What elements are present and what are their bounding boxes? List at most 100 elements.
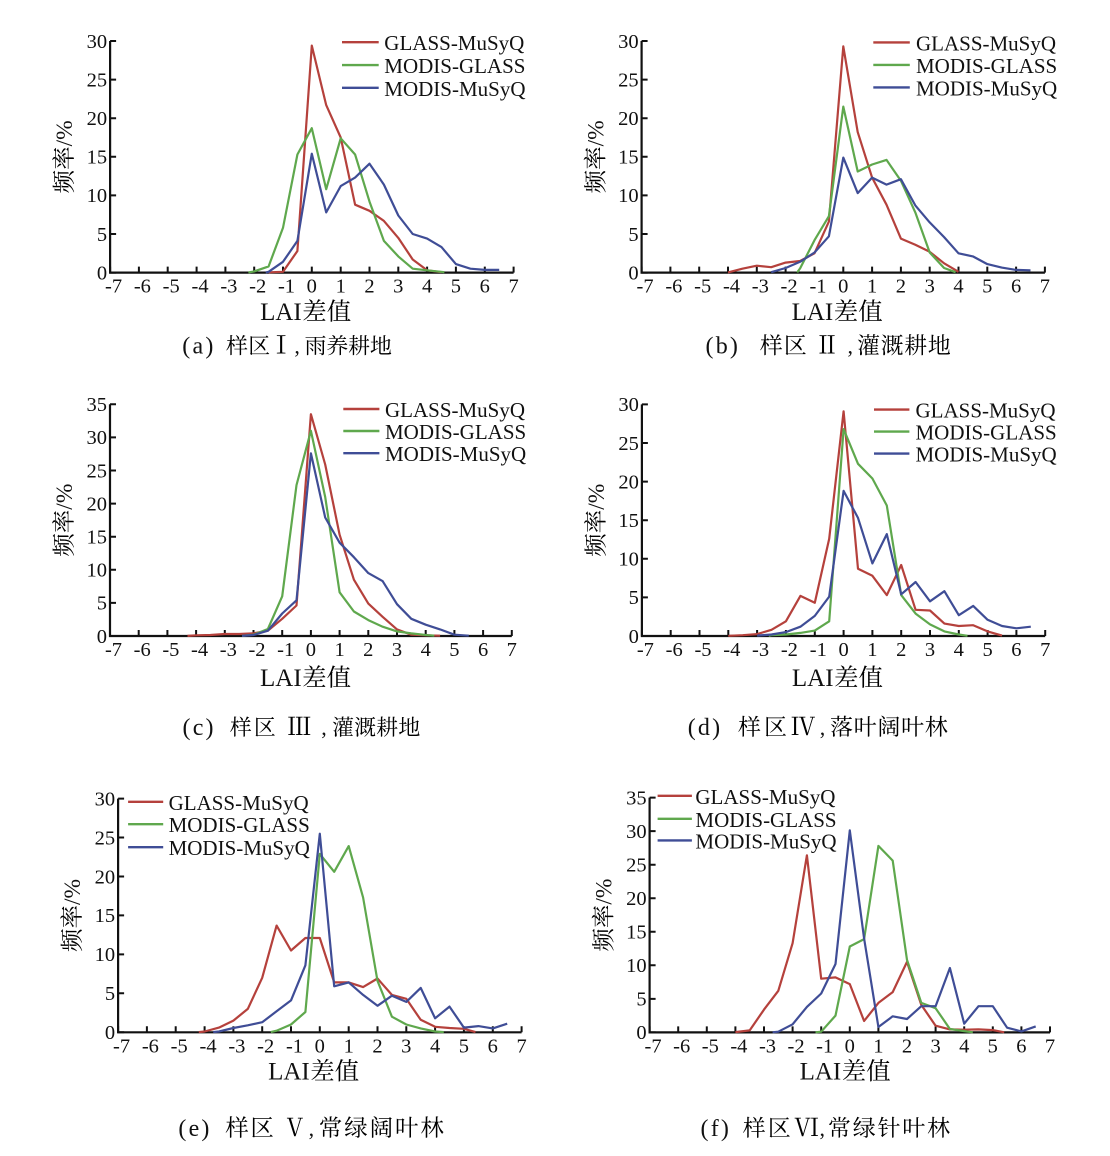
svg-text:0: 0 (636, 1022, 646, 1044)
svg-text:0: 0 (838, 276, 848, 298)
svg-text:35: 35 (87, 394, 108, 416)
svg-text:20: 20 (618, 108, 639, 130)
svg-text:MODIS-MuSyQ: MODIS-MuSyQ (169, 836, 310, 860)
svg-text:-4: -4 (723, 639, 740, 661)
svg-text:3: 3 (393, 276, 403, 298)
svg-text:20: 20 (87, 108, 108, 130)
svg-text:-5: -5 (694, 639, 711, 661)
svg-text:-2: -2 (249, 276, 266, 298)
svg-text:7: 7 (507, 639, 517, 661)
svg-text:-6: -6 (134, 276, 151, 298)
svg-text:3: 3 (401, 1035, 411, 1057)
svg-text:2: 2 (896, 276, 906, 298)
svg-text:0: 0 (838, 639, 848, 661)
svg-text:2: 2 (902, 1035, 912, 1057)
svg-text:0: 0 (306, 639, 316, 661)
svg-text:MODIS-GLASS: MODIS-GLASS (695, 808, 836, 832)
svg-text:(a): (a) (182, 334, 215, 360)
svg-text:GLASS-MuSyQ: GLASS-MuSyQ (385, 398, 525, 422)
svg-text:MODIS-MuSyQ: MODIS-MuSyQ (916, 443, 1057, 467)
svg-text:,: , (309, 1116, 315, 1141)
svg-text:(b): (b) (706, 334, 741, 360)
svg-text:-4: -4 (730, 1035, 747, 1057)
svg-text:-7: -7 (645, 1035, 662, 1057)
svg-text:-1: -1 (810, 639, 827, 661)
svg-text:LAI: LAI (260, 665, 302, 692)
svg-text:10: 10 (87, 560, 108, 582)
svg-text:5: 5 (988, 1035, 998, 1057)
svg-text:20: 20 (95, 866, 116, 888)
svg-text:LAI: LAI (792, 299, 834, 326)
svg-text:5: 5 (97, 593, 107, 615)
svg-text:7: 7 (516, 1035, 526, 1057)
svg-text:25: 25 (618, 69, 639, 91)
svg-text:0: 0 (97, 626, 107, 648)
svg-text:15: 15 (87, 147, 108, 169)
svg-text:LAI: LAI (800, 1059, 842, 1086)
svg-text:-4: -4 (200, 1035, 217, 1057)
svg-text:-5: -5 (163, 276, 180, 298)
svg-text:(f): (f) (701, 1116, 732, 1142)
svg-text:0: 0 (629, 626, 639, 648)
svg-text:6: 6 (1011, 276, 1021, 298)
svg-text:-6: -6 (666, 639, 683, 661)
svg-text:10: 10 (95, 944, 116, 966)
svg-text:-7: -7 (637, 276, 654, 298)
svg-text:30: 30 (87, 31, 108, 53)
svg-text:-4: -4 (192, 276, 209, 298)
svg-text:7: 7 (1040, 276, 1050, 298)
svg-text:GLASS-MuSyQ: GLASS-MuSyQ (695, 785, 835, 809)
svg-text:20: 20 (618, 471, 639, 493)
svg-text:2: 2 (364, 276, 374, 298)
svg-text:MODIS-GLASS: MODIS-GLASS (384, 54, 525, 78)
svg-text:25: 25 (618, 433, 639, 455)
svg-text:30: 30 (618, 394, 639, 416)
svg-text:GLASS-MuSyQ: GLASS-MuSyQ (384, 31, 524, 55)
svg-text:MODIS-GLASS: MODIS-GLASS (385, 420, 526, 444)
svg-text:2: 2 (372, 1035, 382, 1057)
svg-text:35: 35 (626, 787, 647, 809)
svg-text:-7: -7 (637, 639, 654, 661)
svg-text:/%: /% (60, 879, 86, 905)
svg-text:MODIS-GLASS: MODIS-GLASS (916, 54, 1057, 78)
svg-text:3: 3 (930, 1035, 940, 1057)
svg-text:25: 25 (95, 827, 116, 849)
svg-text:6: 6 (480, 276, 490, 298)
svg-text:MODIS-MuSyQ: MODIS-MuSyQ (695, 829, 836, 853)
svg-text:-5: -5 (702, 1035, 719, 1057)
svg-text:3: 3 (925, 639, 935, 661)
svg-text:/%: /% (584, 120, 610, 146)
svg-text:MODIS-MuSyQ: MODIS-MuSyQ (385, 442, 526, 466)
svg-text:1: 1 (336, 276, 346, 298)
svg-text:-1: -1 (816, 1035, 833, 1057)
svg-text:/%: /% (584, 484, 610, 510)
svg-text:,: , (820, 715, 826, 740)
svg-text:-3: -3 (752, 276, 769, 298)
svg-text:4: 4 (422, 276, 432, 298)
svg-text:5: 5 (105, 983, 115, 1005)
svg-text:MODIS-MuSyQ: MODIS-MuSyQ (916, 76, 1057, 100)
svg-text:-3: -3 (759, 1035, 776, 1057)
svg-text:30: 30 (95, 788, 116, 810)
svg-text:-1: -1 (277, 639, 294, 661)
svg-text:/%: /% (592, 878, 618, 904)
svg-text:LAI: LAI (268, 1059, 310, 1086)
svg-text:(d): (d) (688, 715, 723, 741)
svg-text:GLASS-MuSyQ: GLASS-MuSyQ (916, 31, 1056, 55)
svg-text:-1: -1 (809, 276, 826, 298)
svg-text:15: 15 (618, 510, 639, 532)
svg-text:3: 3 (925, 276, 935, 298)
svg-text:5: 5 (628, 224, 638, 246)
svg-text:7: 7 (1040, 639, 1050, 661)
svg-text:20: 20 (626, 888, 647, 910)
svg-text:0: 0 (315, 1035, 325, 1057)
svg-text:-5: -5 (694, 276, 711, 298)
svg-text:(e): (e) (178, 1116, 211, 1142)
svg-text:LAI: LAI (792, 665, 834, 692)
svg-text:4: 4 (953, 276, 963, 298)
svg-text:7: 7 (508, 276, 518, 298)
svg-text:30: 30 (626, 821, 647, 843)
svg-text:6: 6 (488, 1035, 498, 1057)
svg-text:2: 2 (363, 639, 373, 661)
svg-text:0: 0 (845, 1035, 855, 1057)
